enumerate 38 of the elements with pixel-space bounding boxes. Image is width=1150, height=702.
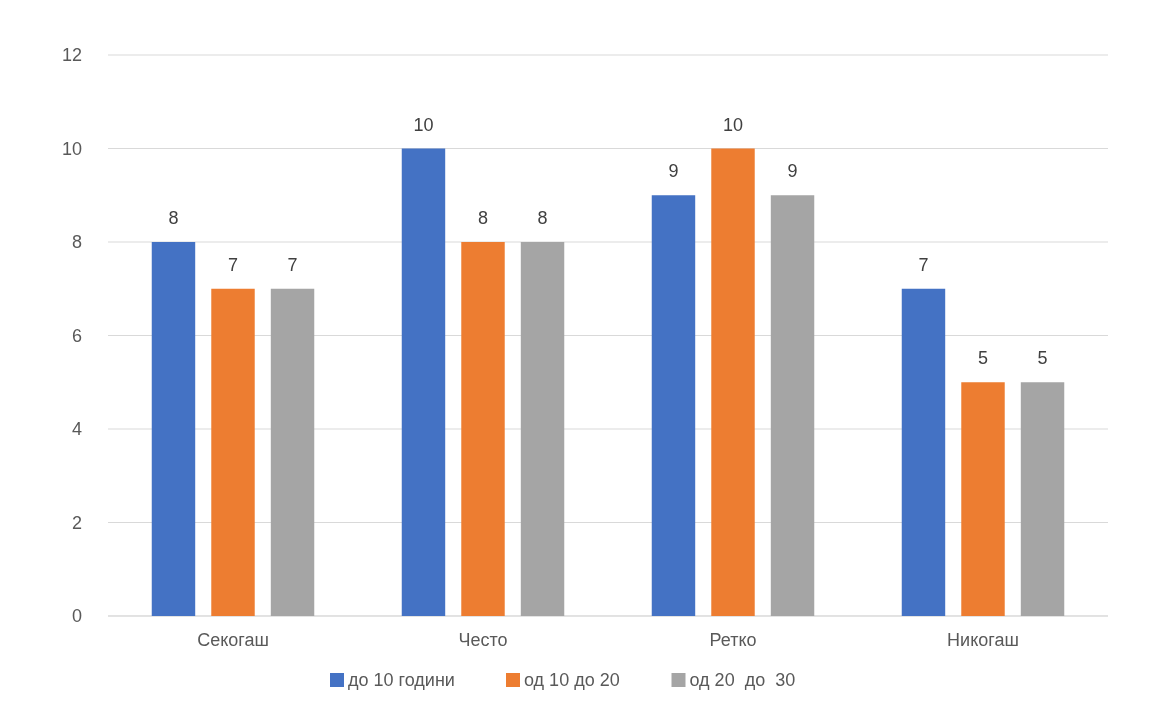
data-label: 10 xyxy=(722,114,744,135)
bar xyxy=(1020,382,1065,616)
bar xyxy=(520,242,565,616)
data-label: 10 xyxy=(413,114,434,135)
bar xyxy=(651,195,696,616)
bar xyxy=(401,148,446,616)
y-tick-label: 10 xyxy=(61,138,82,159)
data-label: 8 xyxy=(477,208,489,228)
bar xyxy=(211,288,255,616)
y-tick-label: 4 xyxy=(71,419,82,440)
legend-label: од 10 до 20 xyxy=(524,670,620,691)
legend-label: од 20 до 30 xyxy=(689,670,796,691)
y-tick-label: 6 xyxy=(71,325,82,346)
y-tick-label: 12 xyxy=(61,45,82,66)
bar xyxy=(270,288,315,616)
y-tick-label: 2 xyxy=(71,512,82,533)
bar xyxy=(461,242,505,616)
bar xyxy=(901,288,946,616)
data-label: 5 xyxy=(977,348,989,369)
data-label: 8 xyxy=(537,208,548,228)
data-label: 5 xyxy=(1037,348,1048,369)
data-label: 8 xyxy=(168,208,179,228)
data-label: 9 xyxy=(668,161,679,182)
data-label: 9 xyxy=(787,161,798,182)
x-tick-label: Често xyxy=(458,630,508,650)
x-tick-label: Ретко xyxy=(709,630,757,650)
bar xyxy=(711,148,755,616)
x-tick-label: Никогаш xyxy=(947,630,1019,650)
y-tick-label: 8 xyxy=(71,232,82,253)
legend-label: до 10 години xyxy=(348,670,455,691)
data-label: 7 xyxy=(287,254,298,275)
x-tick-label: Секогаш xyxy=(197,630,269,650)
bar xyxy=(151,242,196,616)
bar xyxy=(961,382,1005,616)
data-label: 7 xyxy=(918,254,929,275)
y-tick-label: 0 xyxy=(71,606,82,627)
data-label: 7 xyxy=(227,254,239,275)
bar xyxy=(770,195,815,616)
